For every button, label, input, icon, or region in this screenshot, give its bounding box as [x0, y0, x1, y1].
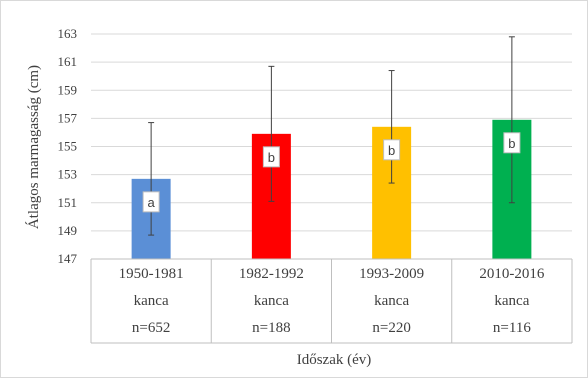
bars: [131, 119, 532, 259]
category-count: n=116: [493, 320, 531, 336]
category-count: n=652: [132, 320, 170, 336]
category-group: kanca: [374, 293, 409, 309]
category-period: 1993-2009: [359, 266, 424, 282]
category-group: kanca: [134, 293, 169, 309]
category-table: 1950-1981 kanca n=652 1982-1992 kanca n=188 19…: [90, 258, 573, 344]
y-tick-label: 155: [58, 139, 78, 154]
y-axis-title: Átlagos marmagasság (cm): [25, 65, 42, 229]
category-count: n=220: [372, 320, 410, 336]
y-tick-label: 151: [58, 195, 78, 210]
y-tick-label: 163: [58, 26, 78, 41]
y-tick-label: 161: [58, 54, 78, 69]
y-tick-label: 157: [58, 110, 78, 125]
error-bars: [148, 36, 515, 236]
significance-letters: a b b b: [142, 132, 521, 213]
category-period: 1950-1981: [119, 266, 184, 282]
y-tick-label: 147: [58, 251, 78, 266]
letter-box: [383, 139, 401, 161]
category-group: kanca: [494, 293, 529, 309]
category-count: n=188: [252, 320, 290, 336]
significance-letter: b: [388, 143, 395, 158]
y-tick-label: 149: [58, 223, 78, 238]
category-group: kanca: [254, 293, 289, 309]
y-tick-label: 153: [58, 167, 78, 182]
category-period: 1982-1992: [239, 266, 304, 282]
letter-box: [142, 191, 160, 213]
letter-box: [262, 146, 280, 168]
letter-box: [503, 132, 521, 154]
significance-letter: a: [148, 195, 156, 210]
significance-letter: b: [508, 136, 515, 151]
category-period: 2010-2016: [479, 266, 544, 282]
y-tick-label: 159: [58, 82, 78, 97]
significance-letter: b: [268, 150, 275, 165]
x-axis-title: Időszak (év): [297, 352, 372, 368]
gridlines: [91, 33, 572, 232]
y-tick-labels: 147 149 151 153 155 157 159 161 163: [58, 26, 78, 266]
